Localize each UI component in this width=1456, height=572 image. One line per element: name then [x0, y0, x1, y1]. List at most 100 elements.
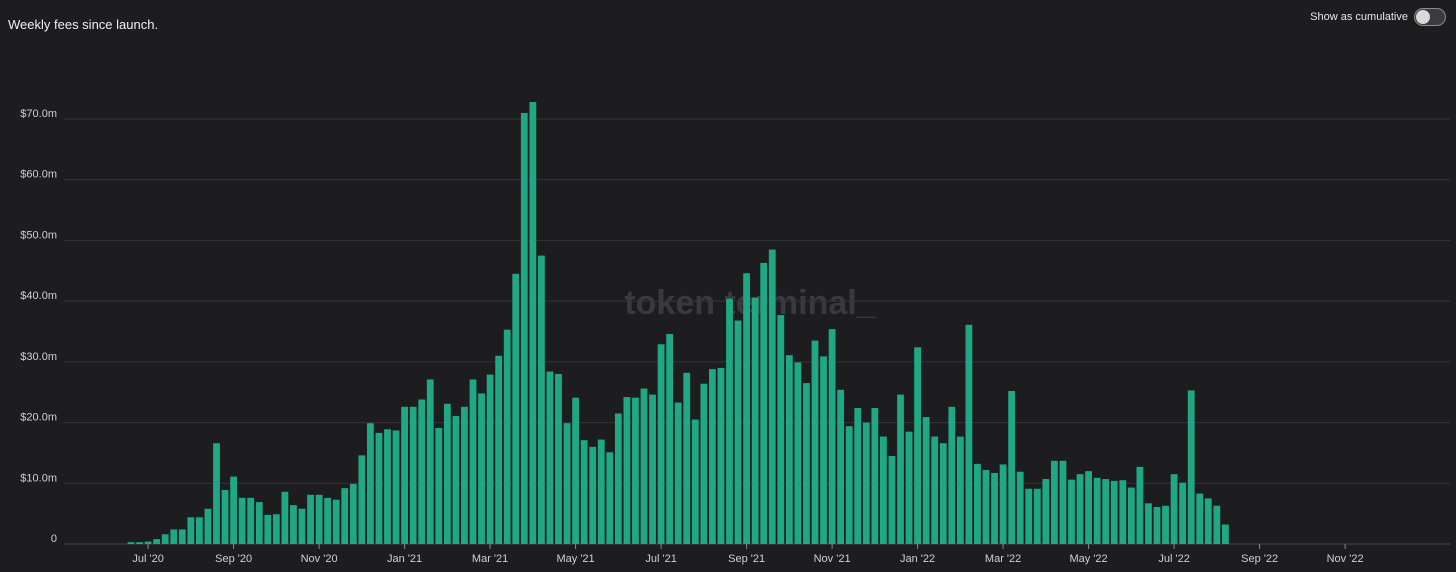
- bar[interactable]: [743, 273, 750, 544]
- bar[interactable]: [1153, 506, 1161, 544]
- bar[interactable]: [418, 399, 426, 545]
- bar[interactable]: [880, 436, 887, 544]
- bar[interactable]: [751, 297, 759, 545]
- bar[interactable]: [1093, 477, 1101, 544]
- bar[interactable]: [196, 517, 203, 544]
- bar[interactable]: [597, 439, 605, 544]
- bar[interactable]: [1196, 493, 1204, 544]
- bar[interactable]: [375, 432, 383, 544]
- bar[interactable]: [709, 369, 716, 544]
- bar[interactable]: [1033, 488, 1041, 544]
- bar[interactable]: [495, 355, 503, 544]
- bar[interactable]: [1119, 480, 1127, 544]
- bar[interactable]: [1051, 460, 1058, 544]
- bar[interactable]: [349, 483, 357, 544]
- bar[interactable]: [127, 542, 135, 544]
- bar[interactable]: [247, 497, 255, 544]
- bar[interactable]: [520, 112, 528, 545]
- bar[interactable]: [811, 340, 819, 544]
- bar[interactable]: [161, 534, 169, 544]
- bar[interactable]: [897, 394, 904, 544]
- bar[interactable]: [914, 347, 921, 544]
- bar[interactable]: [614, 413, 622, 544]
- bar[interactable]: [785, 355, 793, 544]
- bar[interactable]: [461, 406, 468, 544]
- bar[interactable]: [888, 455, 896, 544]
- bar[interactable]: [982, 469, 990, 544]
- bar[interactable]: [238, 497, 246, 544]
- bar[interactable]: [837, 389, 845, 544]
- bar[interactable]: [794, 362, 802, 544]
- bar[interactable]: [315, 494, 323, 544]
- bar[interactable]: [255, 502, 263, 544]
- bar[interactable]: [281, 491, 289, 544]
- bar[interactable]: [931, 436, 939, 544]
- bar[interactable]: [939, 443, 947, 544]
- bar[interactable]: [572, 397, 579, 544]
- bar[interactable]: [409, 406, 417, 544]
- bar[interactable]: [589, 446, 597, 544]
- bar[interactable]: [828, 329, 836, 544]
- bar[interactable]: [469, 379, 477, 544]
- bar[interactable]: [1016, 471, 1024, 544]
- bar[interactable]: [760, 262, 768, 544]
- bar[interactable]: [1213, 505, 1221, 544]
- bar[interactable]: [768, 249, 776, 545]
- bar[interactable]: [1222, 524, 1229, 544]
- bar[interactable]: [922, 417, 930, 544]
- bar[interactable]: [555, 374, 562, 544]
- bar[interactable]: [649, 394, 656, 544]
- bar[interactable]: [1162, 505, 1169, 544]
- bar[interactable]: [700, 383, 708, 544]
- bar[interactable]: [1127, 487, 1135, 544]
- bar[interactable]: [178, 529, 186, 544]
- bar[interactable]: [538, 255, 545, 545]
- bar[interactable]: [298, 508, 306, 544]
- bar[interactable]: [674, 402, 682, 544]
- bar[interactable]: [367, 423, 374, 544]
- bar[interactable]: [1145, 503, 1152, 544]
- bar[interactable]: [777, 315, 785, 544]
- bar[interactable]: [187, 517, 195, 544]
- bar[interactable]: [426, 379, 434, 544]
- bar[interactable]: [529, 102, 537, 544]
- bar[interactable]: [1187, 390, 1195, 544]
- bar[interactable]: [991, 472, 998, 544]
- bar[interactable]: [666, 333, 674, 544]
- bar[interactable]: [153, 539, 161, 544]
- bar[interactable]: [307, 494, 314, 544]
- bar[interactable]: [691, 419, 699, 544]
- bar[interactable]: [332, 499, 340, 544]
- bar[interactable]: [820, 356, 827, 544]
- bar[interactable]: [854, 408, 862, 544]
- bar[interactable]: [392, 430, 400, 544]
- bar[interactable]: [401, 406, 408, 544]
- bar[interactable]: [726, 298, 733, 544]
- bar[interactable]: [1085, 471, 1092, 544]
- bar[interactable]: [845, 426, 853, 544]
- bar[interactable]: [264, 514, 272, 544]
- bar[interactable]: [136, 542, 143, 544]
- bar[interactable]: [384, 429, 391, 544]
- bar[interactable]: [1042, 479, 1050, 544]
- bar[interactable]: [1068, 479, 1075, 544]
- bar[interactable]: [1076, 474, 1084, 544]
- bar[interactable]: [486, 374, 494, 544]
- bar[interactable]: [503, 329, 511, 544]
- bar[interactable]: [803, 383, 810, 544]
- bar[interactable]: [546, 371, 554, 544]
- bar[interactable]: [999, 464, 1007, 544]
- bar[interactable]: [204, 508, 212, 544]
- bar[interactable]: [580, 440, 588, 544]
- bar[interactable]: [213, 443, 220, 544]
- bar[interactable]: [717, 367, 725, 544]
- bar[interactable]: [657, 344, 665, 544]
- bar[interactable]: [324, 497, 332, 544]
- bar[interactable]: [871, 408, 879, 544]
- bar[interactable]: [144, 541, 152, 544]
- bar[interactable]: [478, 393, 485, 544]
- bar[interactable]: [1025, 488, 1033, 544]
- bar[interactable]: [1110, 480, 1118, 544]
- bar[interactable]: [358, 455, 366, 544]
- bar[interactable]: [974, 463, 981, 544]
